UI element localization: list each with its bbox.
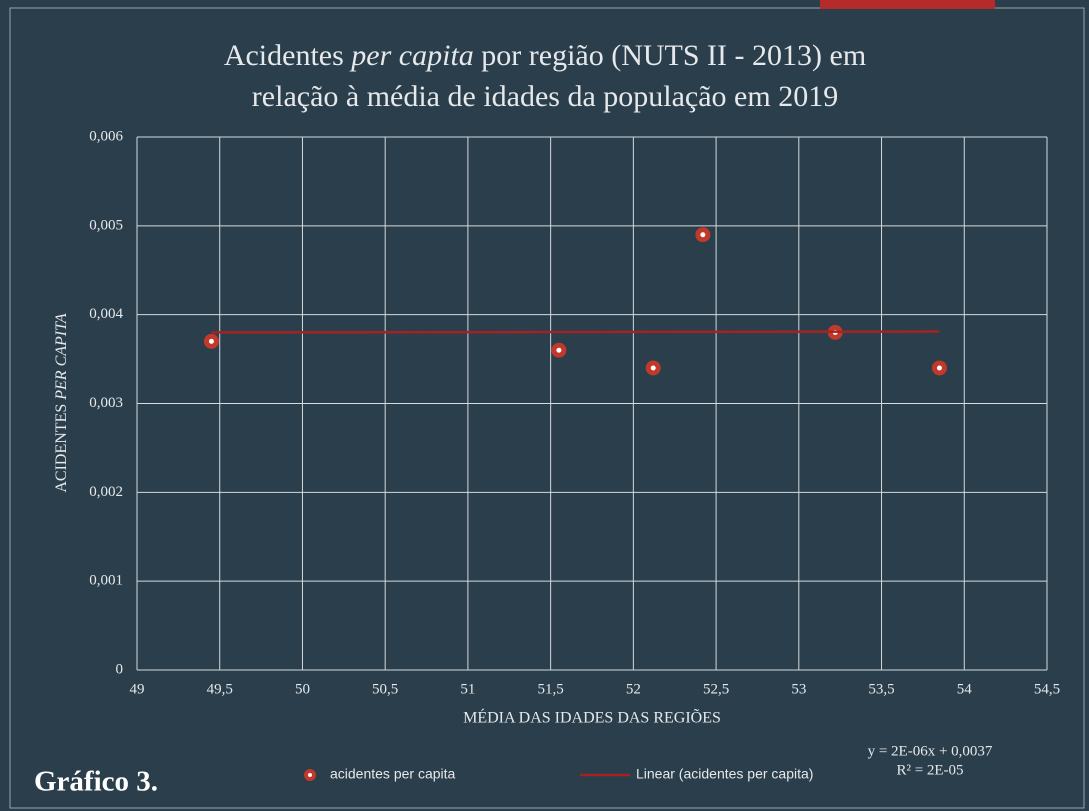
x-tick-label: 53 (791, 681, 806, 697)
y-label-part: ACIDENTES (53, 404, 70, 493)
title-part: per capita (349, 39, 473, 72)
chart-title: relação à média de idades da população e… (252, 80, 838, 113)
legend-label: acidentes per capita (330, 766, 456, 782)
point (695, 227, 711, 243)
x-tick-label: 51,5 (538, 681, 564, 697)
x-tick-label: 49,5 (207, 681, 233, 697)
y-tick-label: 0,006 (89, 128, 123, 144)
x-tick-label: 54,5 (1034, 681, 1060, 697)
title-part: Acidentes (224, 39, 344, 72)
x-tick-label: 52 (626, 681, 641, 697)
y-tick-label: 0,004 (89, 306, 123, 322)
annotation: R² = 2E-05 (896, 762, 963, 778)
x-axis-label: MÉDIA DAS IDADES DAS REGIÕES (463, 708, 721, 727)
point (645, 360, 661, 376)
trend-line (211, 330, 940, 334)
y-label-part: PER CAPITA (53, 313, 70, 401)
y-tick-label: 0,005 (89, 217, 123, 233)
x-tick-label: 50,5 (372, 681, 398, 697)
frame (9, 7, 1085, 809)
point (551, 342, 567, 358)
decoration (820, 0, 995, 9)
chart-title: Acidentes per capita por região (NUTS II… (224, 39, 866, 72)
annotation: y = 2E-06x + 0,0037 (868, 743, 993, 759)
x-tick-label: 54 (957, 681, 973, 697)
y-tick-label: 0,001 (89, 573, 123, 589)
caption: Gráfico 3. (34, 766, 158, 798)
point (931, 360, 947, 376)
x-tick-label: 53,5 (868, 681, 894, 697)
x-tick-label: 52,5 (703, 681, 729, 697)
legend-swatch (304, 769, 316, 781)
y-tick-label: 0,003 (89, 395, 123, 411)
y-axis-label: ACIDENTES PER CAPITA (53, 313, 70, 492)
y-tick-label: 0 (116, 661, 124, 677)
y-tick-label: 0,002 (89, 484, 123, 500)
x-tick-label: 51 (460, 681, 475, 697)
x-tick-label: 50 (295, 681, 310, 697)
x-tick-label: 49 (130, 681, 145, 697)
title-part: por região (NUTS II - 2013) em (481, 39, 866, 72)
legend-label: Linear (acidentes per capita) (636, 766, 813, 782)
point (203, 333, 219, 349)
